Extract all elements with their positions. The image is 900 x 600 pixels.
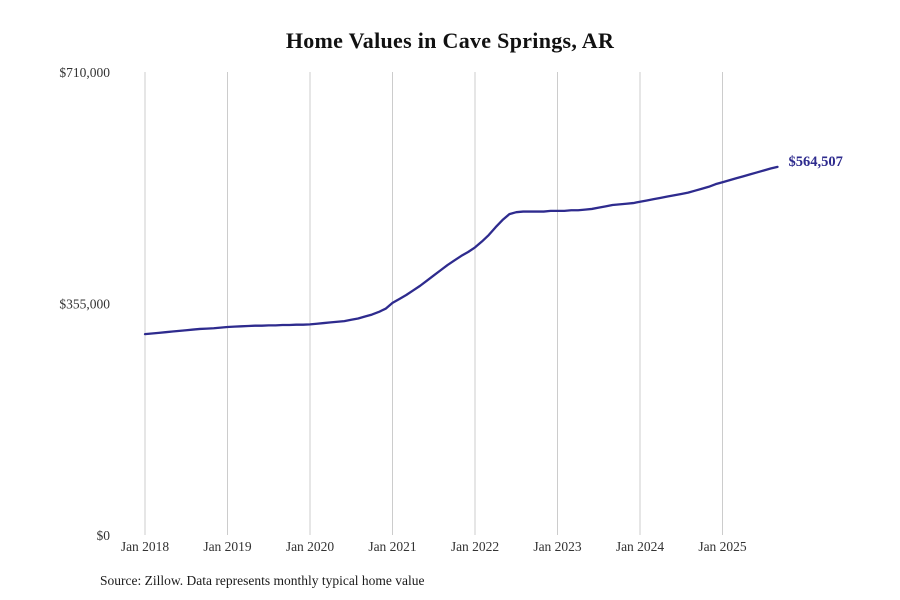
x-axis-tick: Jan 2020 (286, 539, 335, 554)
value-line (143, 165, 779, 336)
gridlines (144, 72, 723, 535)
x-axis-tick: Jan 2022 (451, 539, 499, 554)
end-value-label: $564,507 (789, 154, 843, 170)
y-axis-tick: $710,000 (59, 65, 110, 80)
x-axis-tick: Jan 2024 (616, 539, 665, 554)
x-axis-ticks: Jan 2018 Jan 2019 Jan 2020 Jan 2021 Jan 2022… (121, 539, 747, 554)
y-axis-tick: $0 (97, 528, 111, 543)
x-axis-tick: Jan 2019 (203, 539, 252, 554)
x-axis-tick: Jan 2018 (121, 539, 170, 554)
y-axis-tick: $355,000 (59, 297, 110, 312)
chart-title: Home Values in Cave Springs, AR (285, 28, 615, 53)
x-axis-tick: Jan 2025 (698, 539, 747, 554)
y-axis-ticks: $0 $355,000 $710,000 (59, 65, 110, 543)
x-axis-tick: Jan 2021 (368, 539, 416, 554)
source-note: Source: Zillow. Data represents monthly … (100, 573, 425, 588)
x-axis-tick: Jan 2023 (533, 539, 582, 554)
